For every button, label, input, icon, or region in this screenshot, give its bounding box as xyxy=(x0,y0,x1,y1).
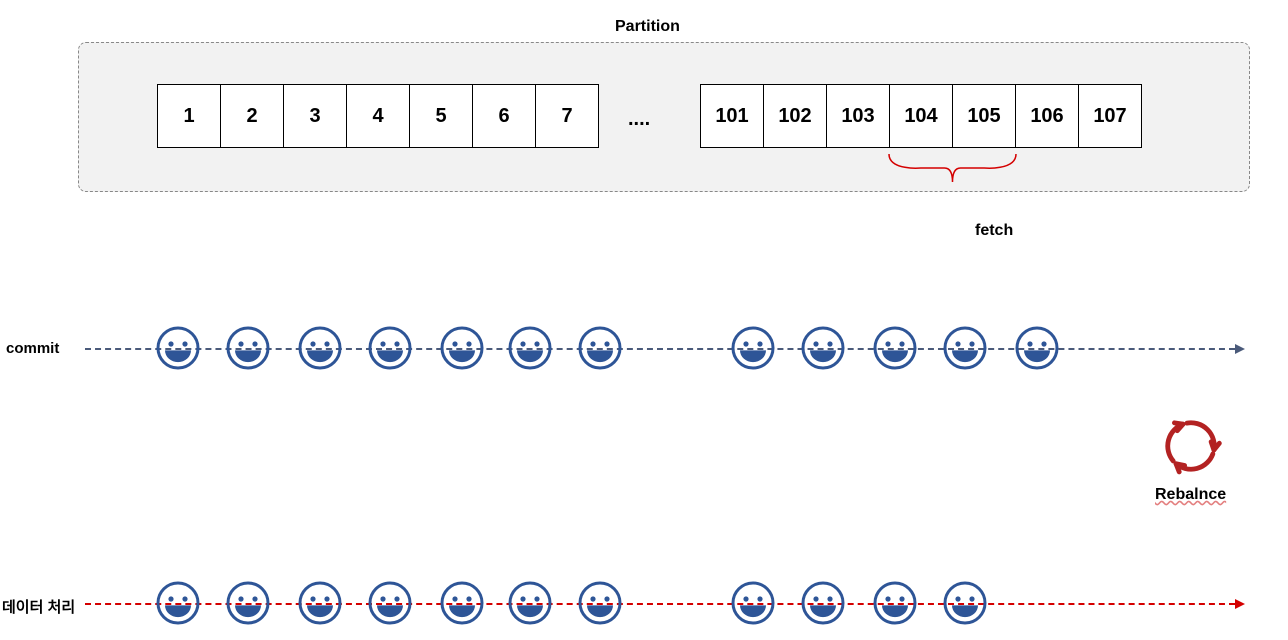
smiley-icon xyxy=(507,325,553,371)
smiley-icon xyxy=(367,580,413,626)
smiley-icon xyxy=(507,580,553,626)
partition-cell: 7 xyxy=(535,84,599,148)
fetch-label: fetch xyxy=(975,222,1013,240)
partition-cell: 104 xyxy=(889,84,953,148)
smiley-icon xyxy=(155,580,201,626)
partition-cell: 2 xyxy=(220,84,284,148)
smiley-icon xyxy=(730,325,776,371)
partition-cells-left: 1234567 xyxy=(157,84,599,148)
partition-cell: 3 xyxy=(283,84,347,148)
smiley-icon xyxy=(225,325,271,371)
partition-cell: 5 xyxy=(409,84,473,148)
commit-arrow xyxy=(1235,344,1245,354)
partition-cell: 107 xyxy=(1078,84,1142,148)
rebalance-label: Rebalnce xyxy=(1155,486,1226,504)
smiley-icon xyxy=(225,580,271,626)
smiley-icon xyxy=(439,325,485,371)
partition-cell: 102 xyxy=(763,84,827,148)
smiley-icon xyxy=(872,580,918,626)
smiley-icon xyxy=(872,325,918,371)
smiley-icon xyxy=(439,580,485,626)
partition-title: Partition xyxy=(615,18,680,36)
smiley-icon xyxy=(577,325,623,371)
partition-cell: 106 xyxy=(1015,84,1079,148)
process-label: 데이터 처리 xyxy=(2,596,75,617)
smiley-icon xyxy=(297,325,343,371)
rebalance-icon xyxy=(1160,415,1222,477)
smiley-icon xyxy=(942,325,988,371)
smiley-icon xyxy=(942,580,988,626)
process-arrow xyxy=(1235,599,1245,609)
smiley-icon xyxy=(297,580,343,626)
partition-ellipsis: .... xyxy=(628,108,650,131)
partition-cells-right: 101102103104105106107 xyxy=(700,84,1142,148)
commit-label: commit xyxy=(6,340,59,357)
partition-cell: 6 xyxy=(472,84,536,148)
smiley-icon xyxy=(730,580,776,626)
partition-cell: 1 xyxy=(157,84,221,148)
partition-cell: 103 xyxy=(826,84,890,148)
partition-cell: 4 xyxy=(346,84,410,148)
partition-cell: 101 xyxy=(700,84,764,148)
smiley-icon xyxy=(577,580,623,626)
fetch-brace xyxy=(0,0,1,1)
smiley-icon xyxy=(367,325,413,371)
smiley-icon xyxy=(1014,325,1060,371)
smiley-icon xyxy=(800,325,846,371)
smiley-icon xyxy=(155,325,201,371)
smiley-icon xyxy=(800,580,846,626)
partition-cell: 105 xyxy=(952,84,1016,148)
